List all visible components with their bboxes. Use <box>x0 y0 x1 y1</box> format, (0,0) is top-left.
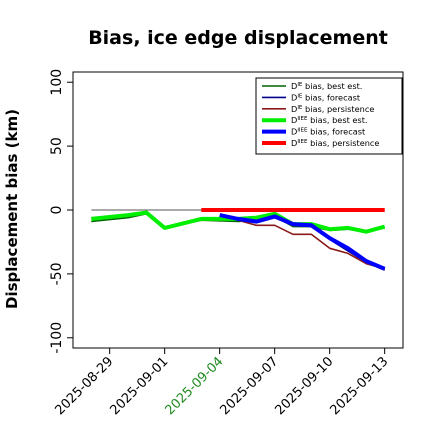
legend-label-2: DIE bias, forecast <box>291 92 361 102</box>
series-line-5 <box>219 213 386 271</box>
y-tick-label: 50 <box>49 137 65 155</box>
legend: DIE bias, best est.DIE bias, forecast DIE… <box>255 77 403 155</box>
x-tick-label: 2025-09-01 <box>107 354 171 418</box>
chart-title: Bias, ice edge displacement <box>88 27 388 49</box>
y-tick-label: 100 <box>49 69 65 96</box>
legend-label-4: DIIEE bias, best est. <box>291 115 368 125</box>
series-layer <box>91 208 386 271</box>
y-axis-label: Displacement bias (km) <box>3 109 21 309</box>
x-tick-label: 2025-09-07 <box>217 354 281 418</box>
x-tick-label: 2025-09-04 <box>162 354 226 418</box>
legend-label-3: DIE bias, persistence <box>291 104 374 114</box>
y-tick-label: -50 <box>49 262 65 285</box>
x-tick-label: 2025-08-29 <box>52 354 116 418</box>
x-tick-label: 2025-09-13 <box>327 354 391 418</box>
y-tick-label: -100 <box>49 322 65 354</box>
x-tick-label: 2025-09-10 <box>272 354 336 418</box>
y-tick-label: 0 <box>49 206 65 215</box>
series-line-3 <box>219 215 385 270</box>
legend-label-5: DIIEE bias, forecast <box>291 127 366 137</box>
legend-label-1: DIE bias, best est. <box>291 81 362 91</box>
series-line-4 <box>91 210 386 234</box>
legend-label-6: DIIEE bias, persistence <box>291 138 379 148</box>
